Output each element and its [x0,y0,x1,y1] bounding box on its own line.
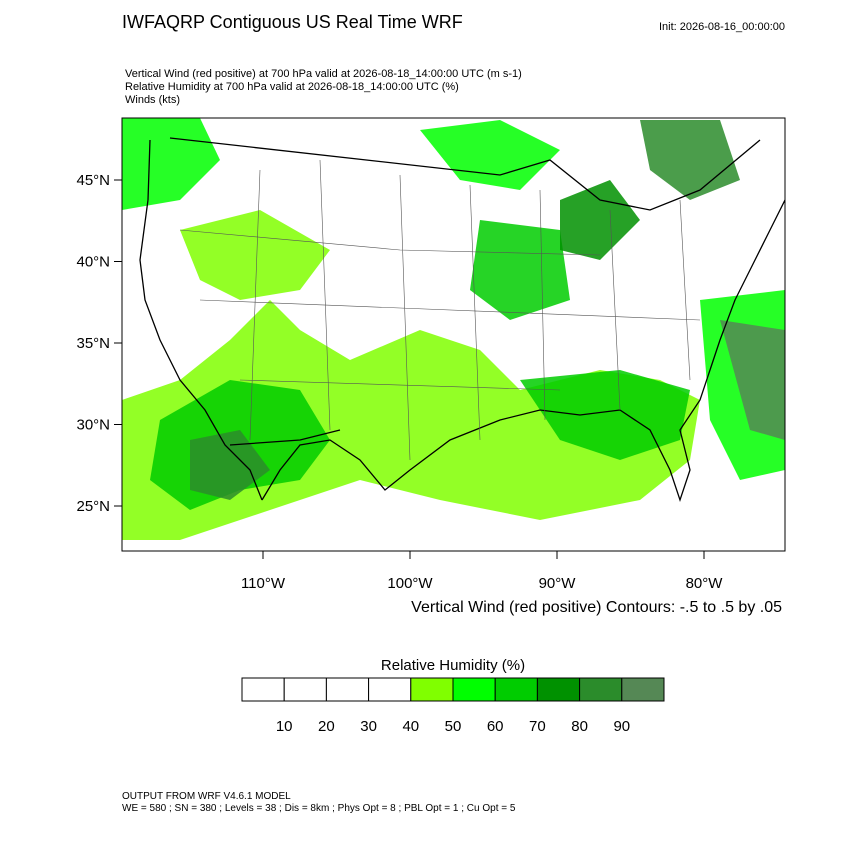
colorbar-box [410,677,454,702]
state-lines [179,159,701,461]
colorbar-box [621,677,665,702]
colorbar-label: 90 [613,718,630,735]
humidity-area [720,320,785,440]
title: IWFAQRP Contiguous US Real Time WRF [122,12,463,32]
lat-label: 45°N [76,172,110,189]
colorbar-box [283,677,327,702]
humidity-area [420,120,560,190]
west-coast [139,139,263,501]
colorbar: 10 20 30 40 50 60 70 80 90 [241,677,665,735]
humidity-area [180,210,330,300]
colorbar-box [241,677,285,702]
map-frame [121,117,786,552]
colorbar-label: 50 [445,718,462,735]
contour-note: Vertical Wind (red positive) Contours: -… [411,599,782,616]
colorbar-box [536,677,581,702]
colorbar-label: 60 [487,718,504,735]
footer-line: WE = 580 ; SN = 380 ; Levels = 38 ; Dis … [122,803,516,814]
mexico-border [229,429,341,446]
map-axes: 45°N 40°N 35°N 30°N 25°N 110°W 100°W 90°W 80°W [76,172,723,592]
init-time: Init: 2026-08-16_00:00:00 [659,21,785,33]
lon-label: 80°W [686,575,724,592]
north-border [169,137,761,211]
lat-label: 30°N [76,417,110,434]
state-grid [179,159,701,461]
colorbar-box [368,677,412,702]
colorbar-box [579,677,623,702]
footer-line: OUTPUT FROM WRF V4.6.1 MODEL [122,791,291,802]
colorbar-title: Relative Humidity (%) [381,657,525,674]
humidity-field [122,118,785,540]
humidity-area [560,180,640,260]
humidity-area [520,370,690,460]
field-line: Relative Humidity at 700 hPa valid at 20… [125,81,459,93]
colorbar-label: 70 [529,718,546,735]
colorbar-label: 80 [571,718,588,735]
colorbar-label: 10 [276,718,293,735]
lat-label: 40°N [76,254,110,271]
colorbar-label: 30 [360,718,377,735]
lat-label: 25°N [76,498,110,515]
lon-label: 110°W [241,575,286,592]
lat-label: 35°N [76,335,110,352]
colorbar-box [325,677,370,702]
colorbar-label: 20 [318,718,335,735]
humidity-area [190,430,270,500]
field-line: Winds (kts) [125,94,180,106]
field-line: Vertical Wind (red positive) at 700 hPa … [125,68,522,80]
lon-label: 100°W [387,575,433,592]
humidity-area [640,120,740,200]
lon-label: 90°W [539,575,577,592]
colorbar-box [494,677,538,702]
boundaries [139,137,785,503]
colorbar-label: 40 [402,718,419,735]
colorbar-box [452,677,496,702]
humidity-area [470,220,570,320]
south-east-coast [261,199,785,503]
